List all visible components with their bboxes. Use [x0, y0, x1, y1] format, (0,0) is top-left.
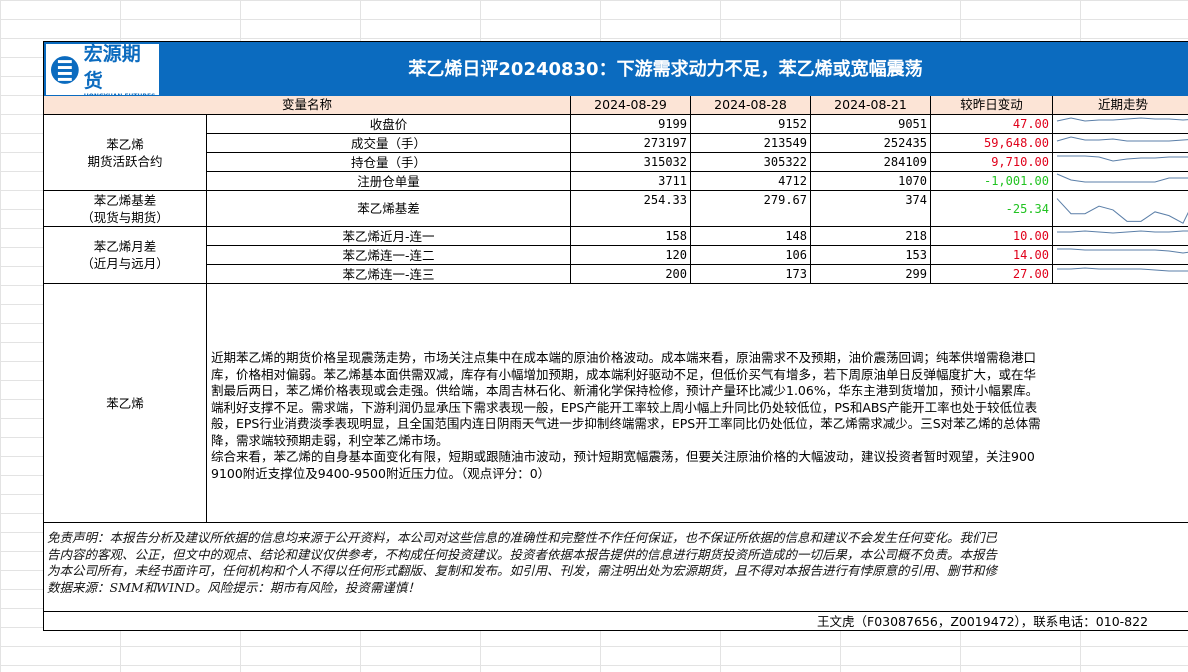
disclaimer-line: 免责声明：本报告分析及建议所依据的信息均来源于公开资料，本公司对这些信息的准确性… [47, 530, 998, 545]
row-name: 成交量（手） [207, 134, 571, 153]
row-value: 315032 [571, 153, 691, 172]
author-contact: 王文虎（F03087656，Z0019472），联系电话：010-822 [817, 614, 1149, 629]
group-label-line: （近月与远月） [81, 256, 169, 271]
row-change: 27.00 [931, 265, 1053, 284]
sparkline [1057, 230, 1188, 234]
sparkline [1057, 155, 1188, 162]
sparkline-cell [1053, 172, 1188, 191]
sparkline [1057, 248, 1188, 254]
sparkline-cell [1053, 115, 1188, 134]
report-sheet: 宏源期货HONGYUAN FUTURES 苯乙烯日评20240830：下游需求动… [43, 41, 1188, 631]
header-change: 较昨日变动 [931, 96, 1053, 115]
commentary-line: 降，需求端较预期走弱，利空苯乙烯市场。 [211, 432, 449, 448]
disclaimer-line: 为本公司所有，未经书面许可，任何机构和个人不得以任何形式翻版、复制和发布。如引用… [47, 563, 998, 578]
disclaimer: 免责声明：本报告分析及建议所依据的信息均来源于公开资料，本公司对这些信息的准确性… [44, 523, 1188, 612]
sparkline-cell [1053, 153, 1188, 172]
row-value: 273197 [571, 134, 691, 153]
header-date: 2024-08-21 [811, 96, 931, 115]
commentary-line: 综合来看，苯乙烯的自身基本面变化有限，短期或跟随油市波动，预计短期宽幅震荡，但要… [211, 449, 1035, 464]
header-date: 2024-08-29 [571, 96, 691, 115]
sparkline-cell [1053, 134, 1188, 153]
row-value: 106 [691, 246, 811, 265]
group-label: 苯乙烯月差 （近月与远月） [44, 227, 207, 284]
row-value: 279.67 [691, 191, 811, 227]
row-value: 9152 [691, 115, 811, 134]
commentary-line: 近期苯乙烯的期货价格呈现震荡走势，市场关注点集中在成本端的原油价格波动。成本端来… [211, 350, 1037, 365]
sparkline-cell [1053, 246, 1188, 265]
logo-icon [50, 55, 79, 84]
group-label-line: 苯乙烯月差 [93, 239, 157, 254]
row-value: 252435 [811, 134, 931, 153]
row-name: 注册仓单量 [207, 172, 571, 191]
commentary-line: 割最后两日，苯乙烯价格表现或会走强。供给端，本周吉林石化、新浦化学保持检修，预计… [211, 383, 1039, 398]
group-label-line: 期货活跃合约 [87, 153, 163, 169]
group-label: 苯乙烯基差 （现货与期货） [44, 191, 207, 227]
row-value: 148 [691, 227, 811, 246]
row-value: 213549 [691, 134, 811, 153]
row-change: 47.00 [931, 115, 1053, 134]
sparkline [1056, 173, 1188, 183]
row-value: 120 [571, 246, 691, 265]
row-value: 153 [811, 246, 931, 265]
sparkline [1057, 267, 1188, 272]
sparkline-cell [1053, 227, 1188, 246]
sparkline [1056, 136, 1188, 142]
row-value: 1070 [811, 172, 931, 191]
header-trend: 近期走势 [1053, 96, 1188, 115]
row-change: 14.00 [931, 246, 1053, 265]
row-name: 苯乙烯基差 [207, 191, 571, 227]
row-value: 173 [691, 265, 811, 284]
row-change: 9,710.00 [931, 153, 1053, 172]
row-value: 9051 [811, 115, 931, 134]
row-value: 200 [571, 265, 691, 284]
row-name: 苯乙烯近月-连一 [207, 227, 571, 246]
row-value: 305322 [691, 153, 811, 172]
row-change: -25.34 [931, 191, 1053, 227]
group-label-line: 苯乙烯 [106, 136, 144, 152]
row-value: 3711 [571, 172, 691, 191]
sparkline-cell [1053, 265, 1188, 284]
commentary-text: 近期苯乙烯的期货价格呈现震荡走势，市场关注点集中在成本端的原油价格波动。成本端来… [207, 284, 1188, 523]
row-change: -1,001.00 [931, 172, 1053, 191]
row-name: 苯乙烯连一-连三 [207, 265, 571, 284]
report-title: 苯乙烯日评20240830：下游需求动力不足，苯乙烯或宽幅震荡 [408, 59, 923, 80]
sparkline [1056, 117, 1188, 122]
row-value: 299 [811, 265, 931, 284]
sparkline-cell [1053, 191, 1188, 227]
commentary-label: 苯乙烯 [44, 284, 207, 523]
disclaimer-line: 告内容的客观、公正，但文中的观点、结论和建议仅供参考，不构成任何投资建议。投资者… [47, 546, 998, 562]
row-value: 218 [811, 227, 931, 246]
row-value: 4712 [691, 172, 811, 191]
group-label-line: （现货与期货） [81, 209, 169, 225]
commentary-line: 库，价格相对偏弱。苯乙烯基本面供需双减，库存有小幅增加预期，成本端利好驱动不足，… [211, 366, 1037, 382]
logo-cn: 宏源期货 [83, 43, 141, 92]
row-value: 284109 [811, 153, 931, 172]
title-banner: 宏源期货HONGYUAN FUTURES 苯乙烯日评20240830：下游需求动… [44, 42, 1188, 100]
commentary-line: 般，EPS行业消费淡季表现明显，且全国范围内连日阴雨天气进一步抑制终端需求，EP… [211, 416, 1041, 431]
row-name: 苯乙烯连一-连二 [207, 246, 571, 265]
company-logo: 宏源期货HONGYUAN FUTURES [46, 43, 159, 100]
commentary-line: 端利好支撑不足。需求端，下游利润仍显承压下需求表现一般，EPS产能开工率较上周小… [211, 399, 1038, 415]
sparkline [1056, 198, 1188, 224]
header-variable-name: 变量名称 [44, 96, 571, 115]
row-change: 59,648.00 [931, 134, 1053, 153]
disclaimer-line: 数据来源：SMM和WIND。风险提示：期市有风险，投资需谨慎！ [47, 579, 420, 595]
row-value: 158 [571, 227, 691, 246]
header-date: 2024-08-28 [691, 96, 811, 115]
group-label-line: 苯乙烯基差 [93, 192, 157, 208]
group-label: 苯乙烯 期货活跃合约 [44, 115, 207, 191]
row-value: 254.33 [571, 191, 691, 227]
row-value: 9199 [571, 115, 691, 134]
commentary-line: 9100附近支撑位及9400-9500附近压力位。（观点评分：0） [211, 465, 551, 481]
row-name: 收盘价 [207, 115, 571, 134]
row-name: 持仓量（手） [207, 153, 571, 172]
row-value: 374 [811, 191, 931, 227]
row-change: 10.00 [931, 227, 1053, 246]
